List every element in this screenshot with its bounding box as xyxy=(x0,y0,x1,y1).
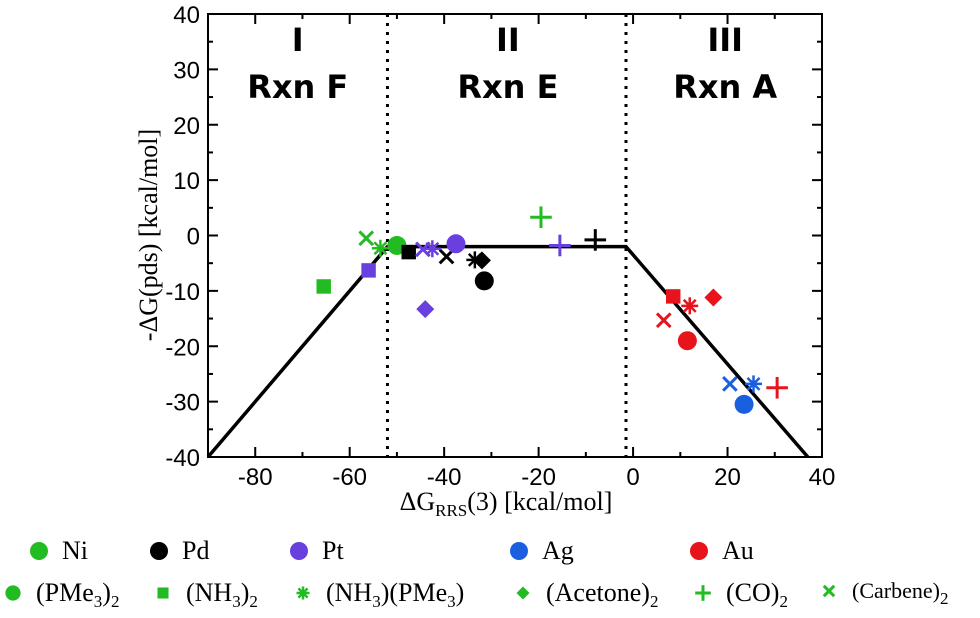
circle-icon xyxy=(290,542,308,560)
data-point-ni-carbene xyxy=(358,230,375,247)
cross-icon xyxy=(822,584,836,598)
circle-icon xyxy=(5,585,21,601)
region-rxn-label: Rxn F xyxy=(247,68,348,106)
y-axis-title: -ΔG(pds) [kcal/mol] xyxy=(134,129,163,341)
region-rxn-label: Rxn A xyxy=(673,68,777,106)
data-point-ni-nh3 xyxy=(316,279,331,294)
legend-item-ligand-diamond: (Acetone)2 xyxy=(512,578,659,611)
y-tick-label: 30 xyxy=(173,57,200,84)
data-point-ag-nh3pme3 xyxy=(745,375,763,393)
legend-item-au: Au xyxy=(690,536,754,566)
region-roman-label: III xyxy=(707,21,743,59)
legend-item-ligand-cross: (Carbene)2 xyxy=(818,578,949,608)
data-point-pd-nh3 xyxy=(401,244,416,260)
data-point-pd-acetone xyxy=(472,251,491,270)
region-roman-label: II xyxy=(496,21,520,59)
circle-icon xyxy=(150,542,168,560)
legend-label: Ni xyxy=(62,536,88,565)
legend-label: Ag xyxy=(542,536,574,565)
data-point-ni-nh3pme3 xyxy=(371,239,389,257)
data-point-au-nh3pme3 xyxy=(681,297,699,315)
data-point-au-acetone xyxy=(704,288,723,307)
data-point-au-co xyxy=(766,376,788,399)
x-axis-title-rest: (3) [kcal/mol] xyxy=(467,487,612,516)
x-axis-title: ΔGRRS(3) [kcal/mol] xyxy=(400,487,613,520)
data-point-au-nh3 xyxy=(665,289,681,304)
legend-item-ni: Ni xyxy=(30,536,88,566)
y-tick-label: 20 xyxy=(173,113,200,140)
data-point-pd-co xyxy=(584,229,607,251)
y-tick-label: 10 xyxy=(173,168,200,195)
data-point-au-carbene xyxy=(655,312,672,329)
y-tick-label: -30 xyxy=(165,390,200,417)
circle-icon xyxy=(30,542,48,560)
legend-marker xyxy=(157,587,169,599)
legend-label: Pt xyxy=(322,536,344,565)
legend-label: Pd xyxy=(182,536,210,565)
square-icon xyxy=(157,587,169,599)
y-tick-label: -20 xyxy=(165,334,200,361)
legend-item-pd: Pd xyxy=(150,536,209,566)
legend-label: (PMe3)2 xyxy=(36,578,120,611)
diamond-icon xyxy=(516,586,530,600)
x-tick-label: 40 xyxy=(809,464,836,491)
region-roman-label: I xyxy=(292,21,304,59)
data-point-pt-acetone xyxy=(416,300,435,319)
volcano-line xyxy=(206,244,810,459)
x-tick-label: -40 xyxy=(427,464,462,491)
y-tick-label: -40 xyxy=(165,445,200,472)
data-point-pt-nh3 xyxy=(361,263,376,278)
legend-marker xyxy=(5,585,21,601)
legend-item-ligand-square: (NH3)2 xyxy=(152,578,258,611)
data-point-ag-pme3 xyxy=(734,394,754,414)
x-tick-label: -20 xyxy=(521,464,556,491)
legend: Ni Pd Pt Ag Au (PMe3)2 (NH3)2 (NH3)(PMe3) (Acet… xyxy=(0,530,980,618)
data-point-pd-pme3 xyxy=(474,271,494,291)
data-point-pt-pme3 xyxy=(446,234,466,254)
legend-label: Au xyxy=(722,536,754,565)
legend-label: (NH3)2 xyxy=(186,578,258,611)
volcano-plot: -80 -60 -40 -20 0 20 40 40 30 20 10 0 -10 -20 -30 -40 I… xyxy=(134,2,836,520)
data-point-pt-co xyxy=(549,234,571,257)
x-axis-title-main: ΔG xyxy=(400,487,436,516)
legend-item-pt: Pt xyxy=(290,536,344,566)
legend-label: (Acetone)2 xyxy=(546,578,659,611)
legend-item-ag: Ag xyxy=(510,536,574,566)
star-icon xyxy=(296,586,310,600)
legend-item-ligand-plus: (CO)2 xyxy=(692,578,788,611)
x-tick-label: 0 xyxy=(626,464,639,491)
x-tick-label: -60 xyxy=(332,464,367,491)
legend-label: (CO)2 xyxy=(726,578,788,611)
x-tick-label: 20 xyxy=(714,464,741,491)
legend-item-ligand-star: (NH3)(PMe3) xyxy=(292,578,465,611)
legend-marker xyxy=(296,586,310,600)
data-point-pt-carbene xyxy=(415,241,431,258)
legend-marker xyxy=(695,585,711,601)
legend-marker xyxy=(822,584,836,598)
legend-label: (NH3)(PMe3) xyxy=(326,578,465,611)
region-rxn-label: Rxn E xyxy=(457,68,558,106)
x-tick-label: -80 xyxy=(238,464,273,491)
circle-icon xyxy=(510,542,528,560)
legend-marker xyxy=(516,586,530,600)
y-tick-label: 0 xyxy=(187,224,200,251)
data-point-ag-carbene xyxy=(722,376,738,392)
y-tick-label: -10 xyxy=(165,279,200,306)
circle-icon xyxy=(690,542,708,560)
x-axis-title-sub: RRS xyxy=(435,501,467,520)
data-point-pd-carbene xyxy=(438,248,455,265)
y-tick-label: 40 xyxy=(173,2,200,29)
plus-icon xyxy=(695,585,711,601)
legend-item-ligand-circle: (PMe3)2 xyxy=(2,578,120,611)
data-point-ni-co xyxy=(530,206,552,229)
data-point-au-pme3 xyxy=(677,331,697,351)
legend-label: (Carbene)2 xyxy=(852,578,949,608)
